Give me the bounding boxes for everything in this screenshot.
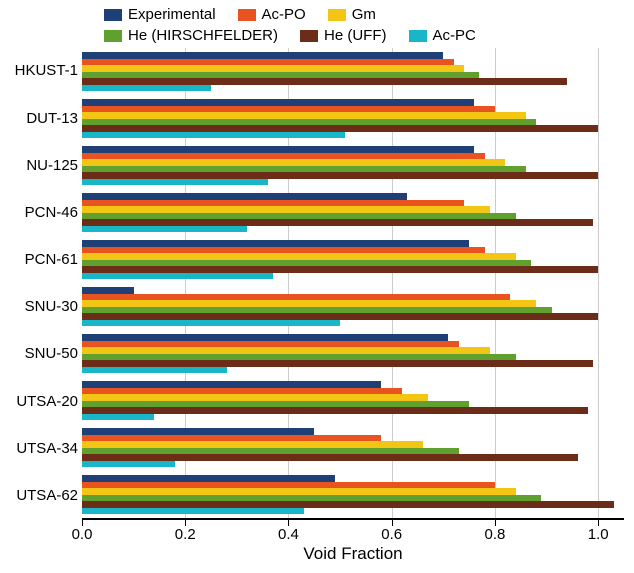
legend-swatch xyxy=(238,9,256,21)
bar-group xyxy=(82,236,624,283)
x-tick-label: 0.0 xyxy=(72,526,93,543)
bar xyxy=(82,179,268,186)
y-axis-label: HKUST-1 xyxy=(4,63,82,80)
x-axis: Void Fraction 0.00.20.40.60.81.0 xyxy=(82,520,624,562)
y-axis-label: SNU-50 xyxy=(4,346,82,363)
legend-item: Gm xyxy=(328,6,376,23)
x-axis-label: Void Fraction xyxy=(303,544,402,564)
x-tick-label: 0.8 xyxy=(485,526,506,543)
bar xyxy=(82,461,175,468)
bar xyxy=(82,414,154,421)
x-tick-label: 0.2 xyxy=(175,526,196,543)
bar xyxy=(82,132,345,139)
bar xyxy=(82,367,227,374)
legend-swatch xyxy=(409,30,427,42)
legend-swatch xyxy=(104,9,122,21)
x-axis-row: Void Fraction 0.0 0.2 0.4 0.6 0.8 1.0 xyxy=(4,520,624,562)
legend-label: Ac-PC xyxy=(433,27,476,44)
legend-item: Ac-PC xyxy=(409,27,476,44)
legend-item: He (UFF) xyxy=(300,27,387,44)
y-axis-label: UTSA-20 xyxy=(4,394,82,411)
bar xyxy=(82,226,247,233)
y-axis-label: UTSA-34 xyxy=(4,441,82,458)
axis-spacer xyxy=(4,520,82,562)
bar-group xyxy=(82,189,624,236)
legend-label: Ac-PO xyxy=(262,6,306,23)
chart-container: Experimental Ac-PO Gm He (HIRSCHFELDER) He (… xyxy=(0,0,634,573)
bar-group xyxy=(82,48,624,95)
bar-group xyxy=(82,95,624,142)
legend-label: He (UFF) xyxy=(324,27,387,44)
legend-label: Gm xyxy=(352,6,376,23)
legend-item: Experimental xyxy=(104,6,216,23)
x-tick-label: 0.6 xyxy=(381,526,402,543)
y-axis-label: UTSA-62 xyxy=(4,488,82,505)
legend-swatch xyxy=(104,30,122,42)
bar xyxy=(82,85,211,92)
chart-legend: Experimental Ac-PO Gm He (HIRSCHFELDER) He (… xyxy=(4,6,624,48)
y-axis-labels: HKUST-1 DUT-13 NU-125 PCN-46 PCN-61 SNU-30 SNU… xyxy=(4,48,82,520)
y-axis-label: PCN-46 xyxy=(4,205,82,222)
legend-label: He (HIRSCHFELDER) xyxy=(128,27,278,44)
bar-group xyxy=(82,330,624,377)
legend-label: Experimental xyxy=(128,6,216,23)
x-tick-label: 0.4 xyxy=(278,526,299,543)
bar-group xyxy=(82,471,624,518)
bar-group xyxy=(82,377,624,424)
y-axis-label: DUT-13 xyxy=(4,111,82,128)
bar xyxy=(82,407,588,414)
bar xyxy=(82,273,273,280)
bar xyxy=(82,508,304,515)
y-axis-label: PCN-61 xyxy=(4,252,82,269)
x-tick-label: 1.0 xyxy=(588,526,609,543)
plot-zone: HKUST-1 DUT-13 NU-125 PCN-46 PCN-61 SNU-30 SNU… xyxy=(4,48,624,520)
bar-group xyxy=(82,283,624,330)
y-axis-label: NU-125 xyxy=(4,158,82,175)
plot-area xyxy=(82,48,624,520)
legend-item: Ac-PO xyxy=(238,6,306,23)
legend-item: He (HIRSCHFELDER) xyxy=(104,27,278,44)
bar-group xyxy=(82,142,624,189)
bar xyxy=(82,320,340,327)
bar-group xyxy=(82,424,624,471)
legend-swatch xyxy=(300,30,318,42)
legend-swatch xyxy=(328,9,346,21)
y-axis-label: SNU-30 xyxy=(4,299,82,316)
